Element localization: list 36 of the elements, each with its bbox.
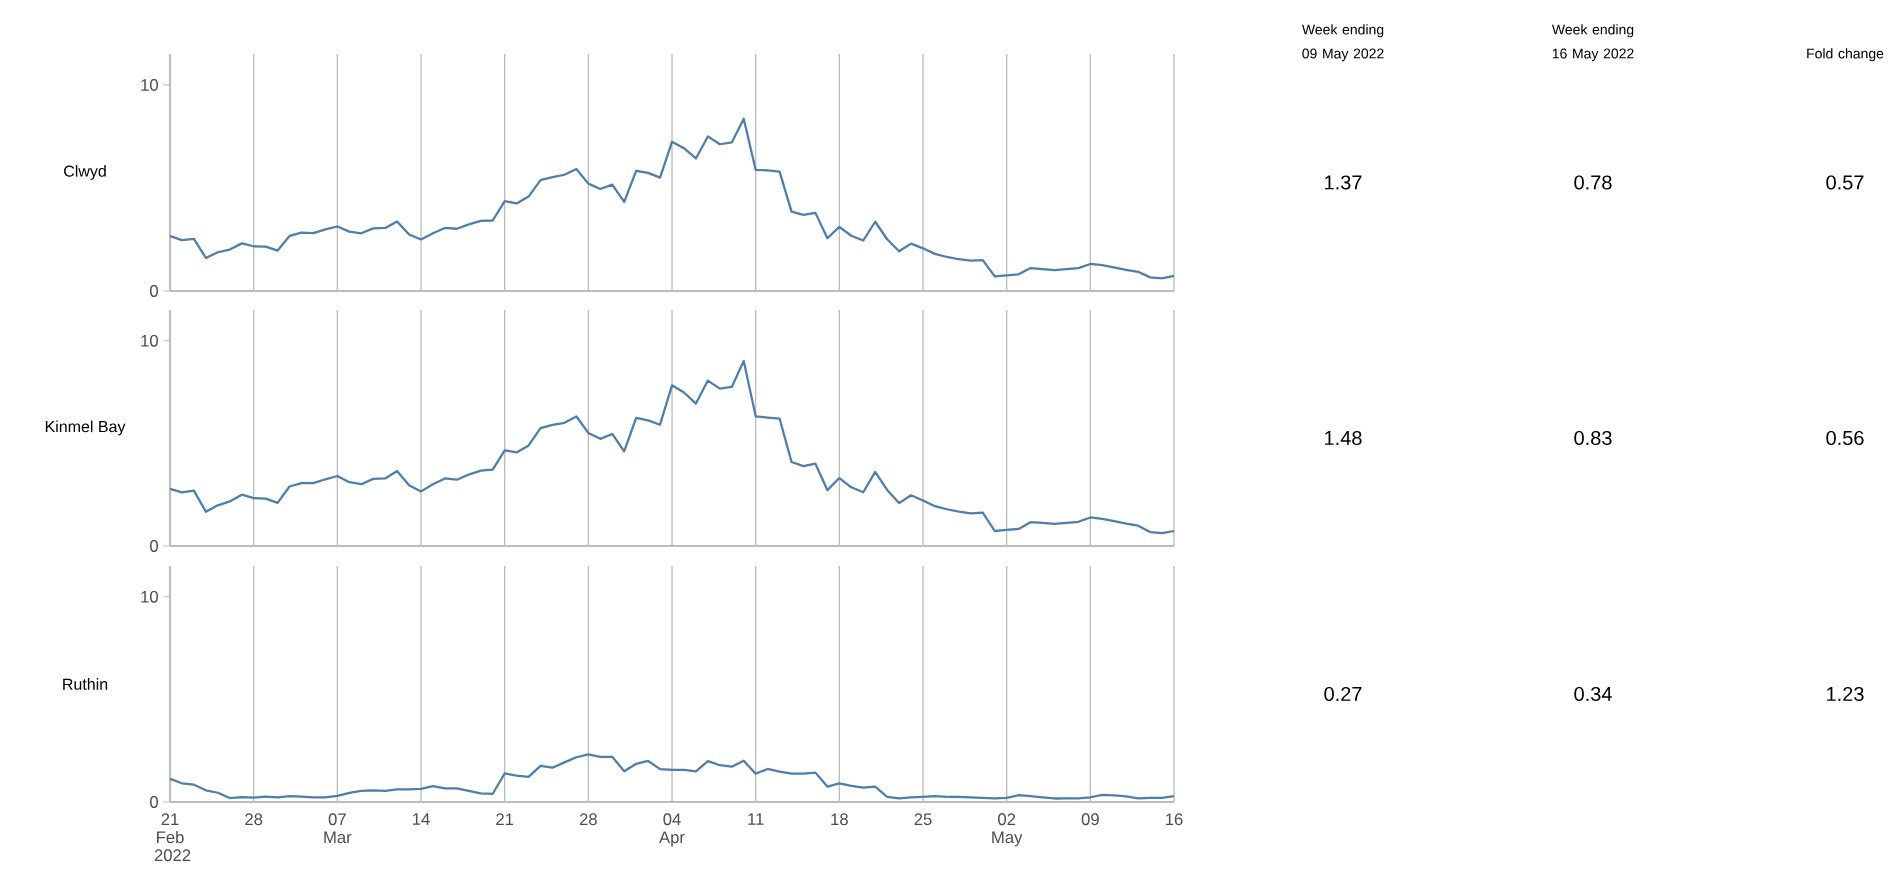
y-tick-label: 0: [150, 285, 158, 297]
y-axis-title: Clwyd: [64, 165, 106, 180]
y-tick-label: 10: [141, 334, 158, 347]
line-series: [170, 359, 1175, 535]
text: 0.56: [1826, 430, 1864, 446]
y-axis-title: Ruthin: [63, 678, 108, 690]
x-tick-label: 11: [748, 813, 764, 825]
category-label: Week ending 09 May 2022: [1301, 24, 1384, 62]
x-tick-label: 28: [579, 813, 597, 826]
text: 0.34: [1574, 686, 1612, 702]
x-tick-label: 21 Feb 2022: [154, 813, 191, 862]
text: 0.83: [1574, 430, 1612, 446]
x-tick-label: 07 Mar: [324, 813, 352, 844]
text: 0.78: [1574, 175, 1612, 190]
category-label: Fold change: [1807, 48, 1884, 62]
x-tick-label: 16: [1166, 813, 1183, 826]
y-tick-label: 0: [150, 796, 158, 808]
x-tick-label: 02 May: [992, 813, 1023, 847]
x-tick-label: 18: [831, 813, 848, 826]
y-tick-label: 0: [150, 540, 158, 552]
y-axis-title: Kinmel Bay: [45, 420, 126, 436]
y-tick-label: 10: [141, 590, 158, 603]
text: 1.37: [1325, 175, 1362, 190]
x-tick-label: 14: [413, 813, 430, 825]
text: 1.23: [1827, 686, 1864, 702]
category-label: Week ending 16 May 2022: [1551, 24, 1634, 62]
x-tick-label: 25: [914, 813, 932, 826]
x-tick-label: 04 Apr: [659, 813, 685, 847]
x-tick-label: 21: [496, 813, 514, 825]
line-series: [170, 753, 1175, 800]
x-tick-label: 28: [245, 813, 263, 826]
text: 0.27: [1324, 686, 1362, 702]
text: 0.57: [1826, 175, 1864, 190]
x-tick-label: 09: [1081, 813, 1099, 826]
y-tick-label: 10: [141, 79, 158, 91]
text: 1.48: [1325, 430, 1362, 446]
